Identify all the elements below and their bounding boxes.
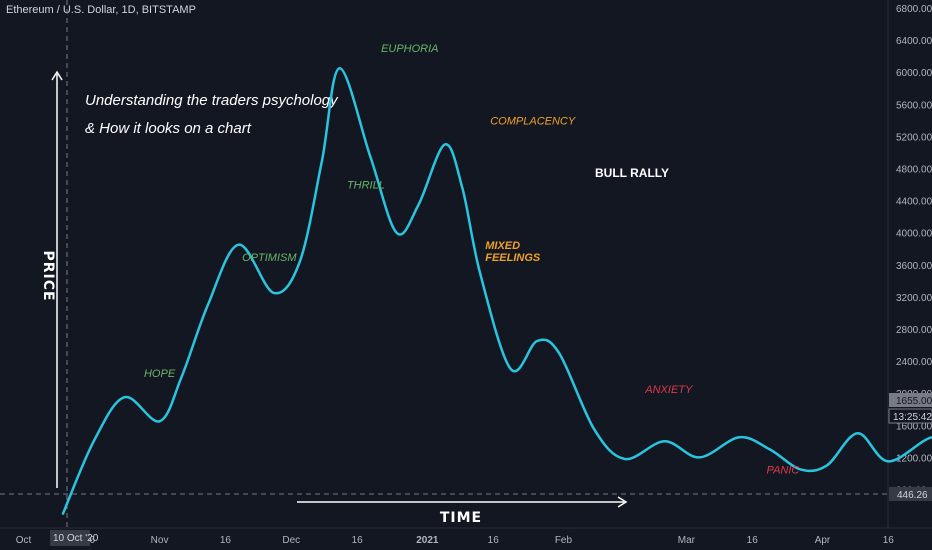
y-tick-label: 5200.00 [896, 132, 932, 143]
svg-text:10 Oct '20: 10 Oct '20 [53, 533, 99, 544]
x-tick-label: Mar [678, 535, 696, 546]
y-tick-label: 1200.00 [896, 453, 932, 464]
y-tick-label: 3200.00 [896, 293, 932, 304]
phase-label: PANIC [767, 464, 800, 476]
annotation-line-1: Understanding the traders psychology [85, 92, 339, 109]
x-tick-label: 16 [220, 535, 232, 546]
x-tick-label: 2021 [416, 535, 439, 546]
x-tick-label: Apr [815, 535, 831, 546]
phase-label: THRILL [347, 180, 385, 192]
y-tick-label: 3600.00 [896, 261, 932, 272]
price-curve [61, 66, 932, 515]
x-tick-label: 16 [488, 535, 500, 546]
x-tick-label: Dec [282, 535, 300, 546]
svg-text:446.26: 446.26 [897, 490, 928, 501]
phase-label: HOPE [144, 368, 176, 380]
x-tick-label: 16 [352, 535, 364, 546]
svg-text:13:25:42: 13:25:42 [893, 412, 932, 423]
time-axis-label: TIME [440, 510, 482, 526]
y-tick-label: 6800.00 [896, 4, 932, 15]
countdown-tag: 13:25:42 [888, 408, 932, 424]
y-tick-label: 5600.00 [896, 100, 932, 111]
y-tick-label: 6000.00 [896, 68, 932, 79]
price-arrow [51, 70, 63, 488]
time-arrow [297, 496, 628, 508]
y-tick-label: 4000.00 [896, 229, 932, 240]
annotation-line-2: & How it looks on a chart [85, 120, 252, 137]
y-tick-label: 2400.00 [896, 357, 932, 368]
y-tick-label: 4800.00 [896, 165, 932, 176]
symbol-title: Ethereum / U.S. Dollar, 1D, BITSTAMP [6, 4, 196, 16]
phase-label: ANXIETY [644, 384, 693, 396]
x-tick-label: 16 [883, 535, 895, 546]
y-tick-label: 1600.00 [896, 421, 932, 432]
svg-text:1655.00: 1655.00 [896, 396, 932, 407]
y-tick-label: 6400.00 [896, 36, 932, 47]
x-tick-label: 16 [747, 535, 759, 546]
phase-label: FEELINGS [485, 252, 541, 264]
x-tick-label: Feb [555, 535, 573, 546]
phase-label: OPTIMISM [242, 252, 297, 264]
cursor-price-tag: 446.26 [889, 487, 932, 501]
phase-label: EUPHORIA [381, 43, 438, 55]
y-tick-label: 4400.00 [896, 197, 932, 208]
cursor-date-tag: 10 Oct '20 [50, 530, 99, 546]
y-tick-label: 2800.00 [896, 325, 932, 336]
phase-label: MIXED [485, 240, 520, 252]
x-tick-label: Nov [151, 535, 169, 546]
price-axis-label: PRICE [40, 250, 56, 301]
last-price-tag: 1655.00 [889, 393, 932, 407]
x-tick-label: Oct [16, 535, 32, 546]
phase-label: COMPLACENCY [490, 115, 576, 127]
bull-rally-label: BULL RALLY [595, 166, 669, 180]
x-axis-ticks: Oct16Nov16Dec16202116FebMar16Apr16May17J… [16, 535, 895, 546]
